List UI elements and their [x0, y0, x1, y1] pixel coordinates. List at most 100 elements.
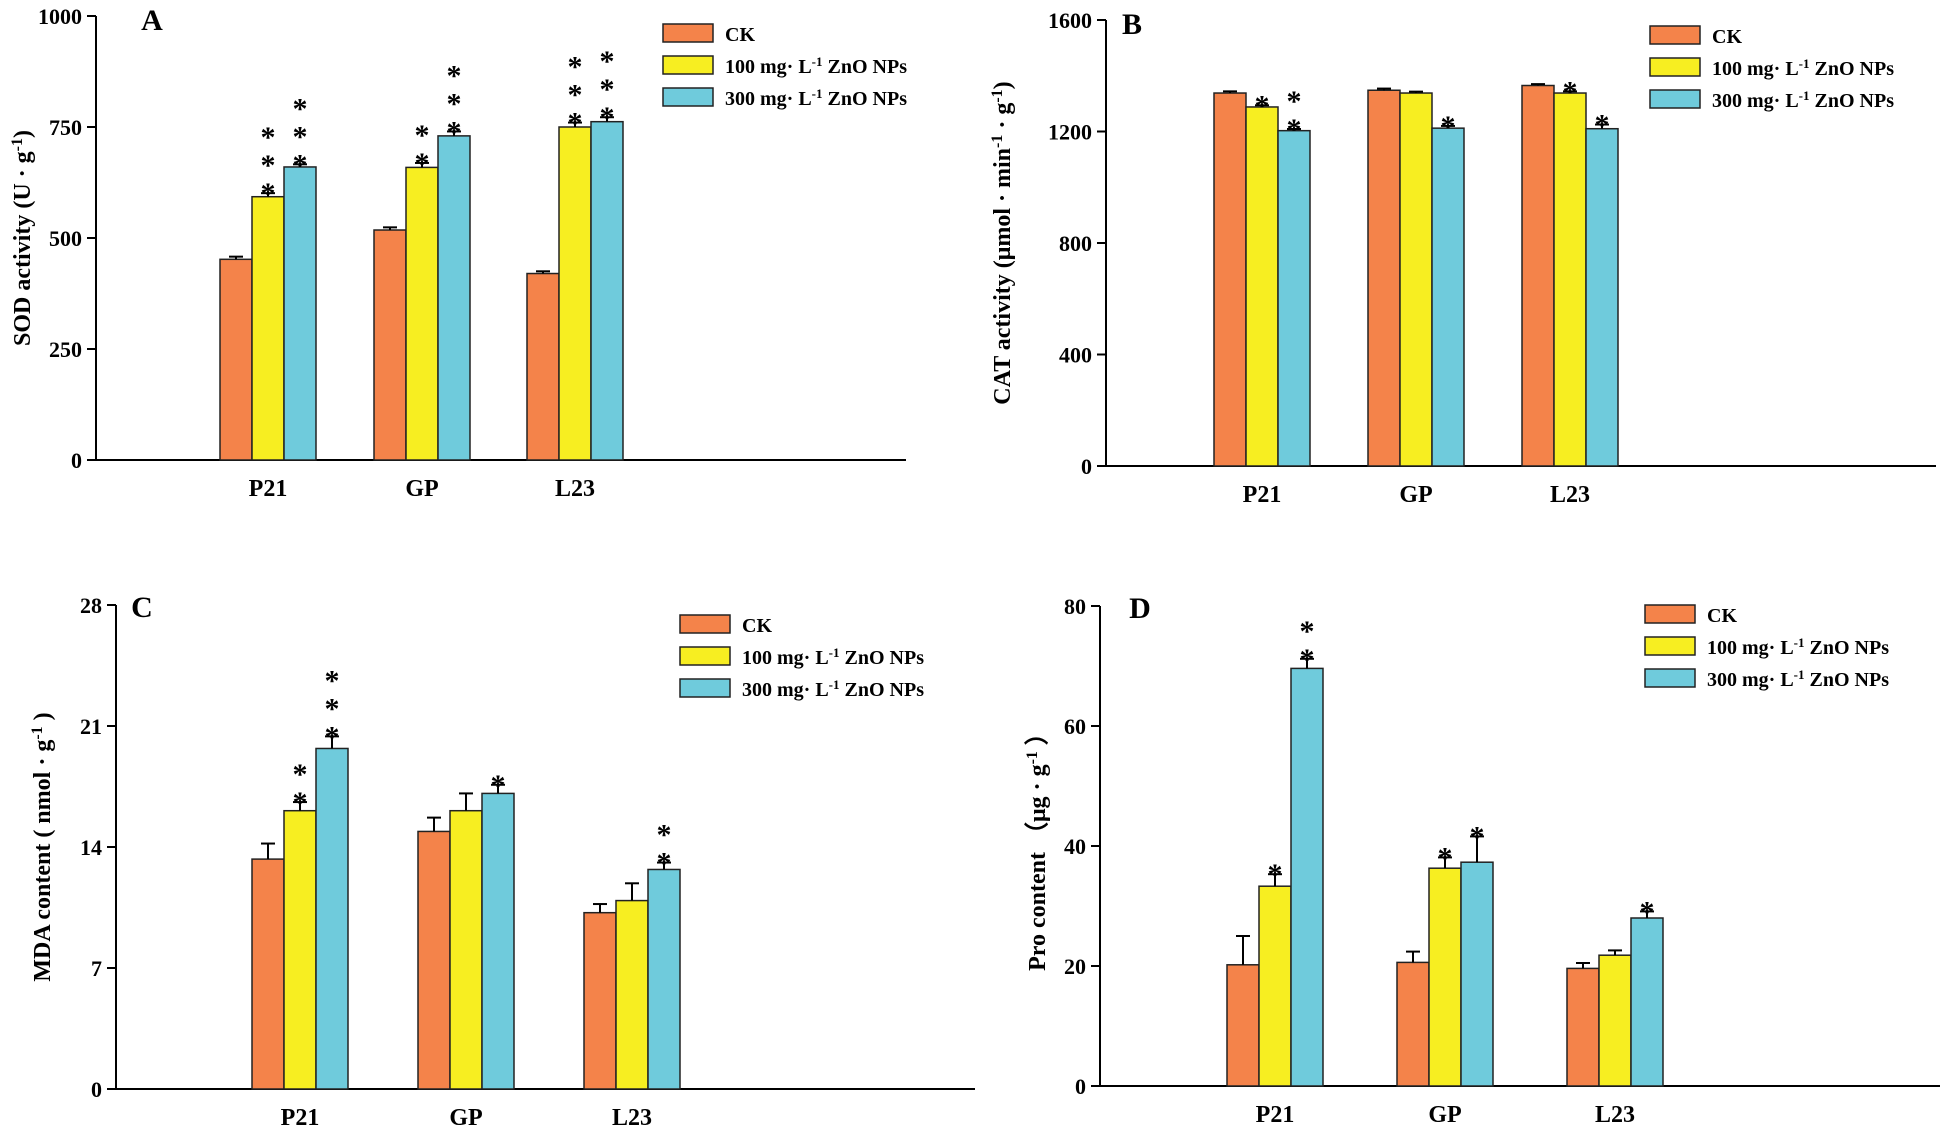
significance-mark: * [1438, 841, 1453, 874]
significance-mark: * [325, 692, 340, 725]
bar [1566, 967, 1600, 1087]
panel-label: C [131, 591, 153, 624]
significance-mark: * [491, 769, 506, 802]
y-tick-label: 0 [91, 1077, 102, 1102]
bar [1245, 106, 1279, 467]
significance-mark: * [415, 147, 430, 180]
bar [615, 899, 649, 1090]
significance-mark: * [325, 664, 340, 697]
significance-mark: * [1441, 110, 1456, 143]
bar [405, 166, 439, 461]
y-tick-label: 1600 [1048, 8, 1092, 33]
bar [583, 911, 617, 1090]
bar [251, 195, 285, 461]
significance-mark: * [1255, 89, 1270, 122]
bar [1598, 954, 1632, 1087]
y-tick-label: 14 [80, 835, 102, 860]
y-tick-label: 0 [1075, 1074, 1086, 1099]
chart-panel-a: 0 250 500 750 1000 A SOD activity (U · g-1) P21… [9, 4, 908, 502]
significance-mark: * [1287, 85, 1302, 118]
bar [283, 166, 317, 461]
x-tick-label: GP [405, 476, 438, 502]
significance-mark: * [415, 119, 430, 152]
bar [1213, 92, 1247, 467]
significance-mark: * [447, 115, 462, 148]
legend-label: CK [725, 24, 755, 46]
significance-mark: * [293, 786, 308, 819]
legend-label: CK [1707, 605, 1737, 627]
bar [219, 258, 253, 461]
legend-label: 100 mg· L-1 ZnO NPs [1707, 635, 1889, 660]
y-tick-label: 1200 [1048, 120, 1092, 145]
y-tick-label: 7 [91, 956, 102, 981]
significance-mark: * [1595, 109, 1610, 142]
x-tick-label: GP [1399, 482, 1432, 508]
significance-mark: * [293, 120, 308, 153]
legend-label: 100 mg· L-1 ZnO NPs [742, 645, 924, 670]
legend-swatch [662, 55, 714, 75]
y-tick-label: 60 [1064, 714, 1086, 739]
bar [251, 858, 285, 1090]
legend-swatch [1649, 25, 1701, 45]
x-tick-label: L23 [1550, 482, 1590, 508]
legend-label: CK [742, 615, 772, 637]
significance-mark: * [1300, 643, 1315, 676]
significance-mark: * [568, 51, 583, 84]
y-tick-label: 800 [1059, 231, 1092, 256]
y-tick-label: 1000 [38, 4, 82, 29]
legend-swatch [1649, 89, 1701, 109]
y-axis-label: SOD activity (U · g-1) [9, 130, 37, 346]
bar [1431, 127, 1465, 467]
panel-label: D [1129, 592, 1151, 625]
bar [1521, 84, 1555, 467]
bar [1226, 964, 1260, 1087]
bar [1553, 92, 1587, 467]
y-tick-label: 750 [49, 115, 82, 140]
bar [315, 747, 349, 1090]
significance-mark: * [293, 758, 308, 791]
significance-mark: * [1470, 820, 1485, 853]
legend-swatch [1649, 57, 1701, 77]
legend-swatch [1644, 604, 1696, 624]
y-tick-label: 400 [1059, 343, 1092, 368]
y-tick-label: 28 [80, 593, 102, 618]
significance-mark: * [657, 819, 672, 852]
legend-label: 100 mg· L-1 ZnO NPs [725, 54, 907, 79]
y-axis-label: CAT activity (μmol · min-1 · g-1) [989, 81, 1017, 404]
significance-mark: * [568, 107, 583, 140]
significance-mark: * [293, 148, 308, 181]
bar [647, 868, 681, 1090]
bar [449, 809, 483, 1090]
significance-mark: * [261, 121, 276, 154]
bar [590, 120, 624, 461]
bar [526, 272, 560, 461]
legend-swatch [662, 23, 714, 43]
significance-mark: * [261, 149, 276, 182]
chart-panel-b: 0 400 800 1200 1600 B CAT activity (μmol · min… [989, 8, 1936, 508]
bar [1277, 129, 1311, 467]
y-axis-label: Pro content （μg · g-1 ） [1024, 721, 1052, 971]
bar [1399, 92, 1433, 467]
significance-mark: * [1640, 895, 1655, 928]
y-tick-label: 250 [49, 337, 82, 362]
legend-label: CK [1712, 26, 1742, 48]
significance-mark: * [1300, 615, 1315, 648]
bar [1428, 867, 1462, 1087]
bar [1258, 885, 1292, 1087]
significance-mark: * [293, 92, 308, 125]
significance-mark: * [325, 720, 340, 753]
bar [417, 830, 451, 1090]
significance-mark: * [261, 177, 276, 210]
legend-label: 300 mg· L-1 ZnO NPs [1712, 88, 1894, 113]
y-tick-label: 40 [1064, 834, 1086, 859]
significance-mark: * [1287, 113, 1302, 146]
significance-mark: * [600, 45, 615, 78]
x-tick-label: L23 [555, 476, 595, 502]
y-tick-label: 500 [49, 226, 82, 251]
significance-mark: * [600, 101, 615, 134]
x-tick-label: P21 [249, 476, 288, 502]
legend-swatch [679, 614, 731, 634]
